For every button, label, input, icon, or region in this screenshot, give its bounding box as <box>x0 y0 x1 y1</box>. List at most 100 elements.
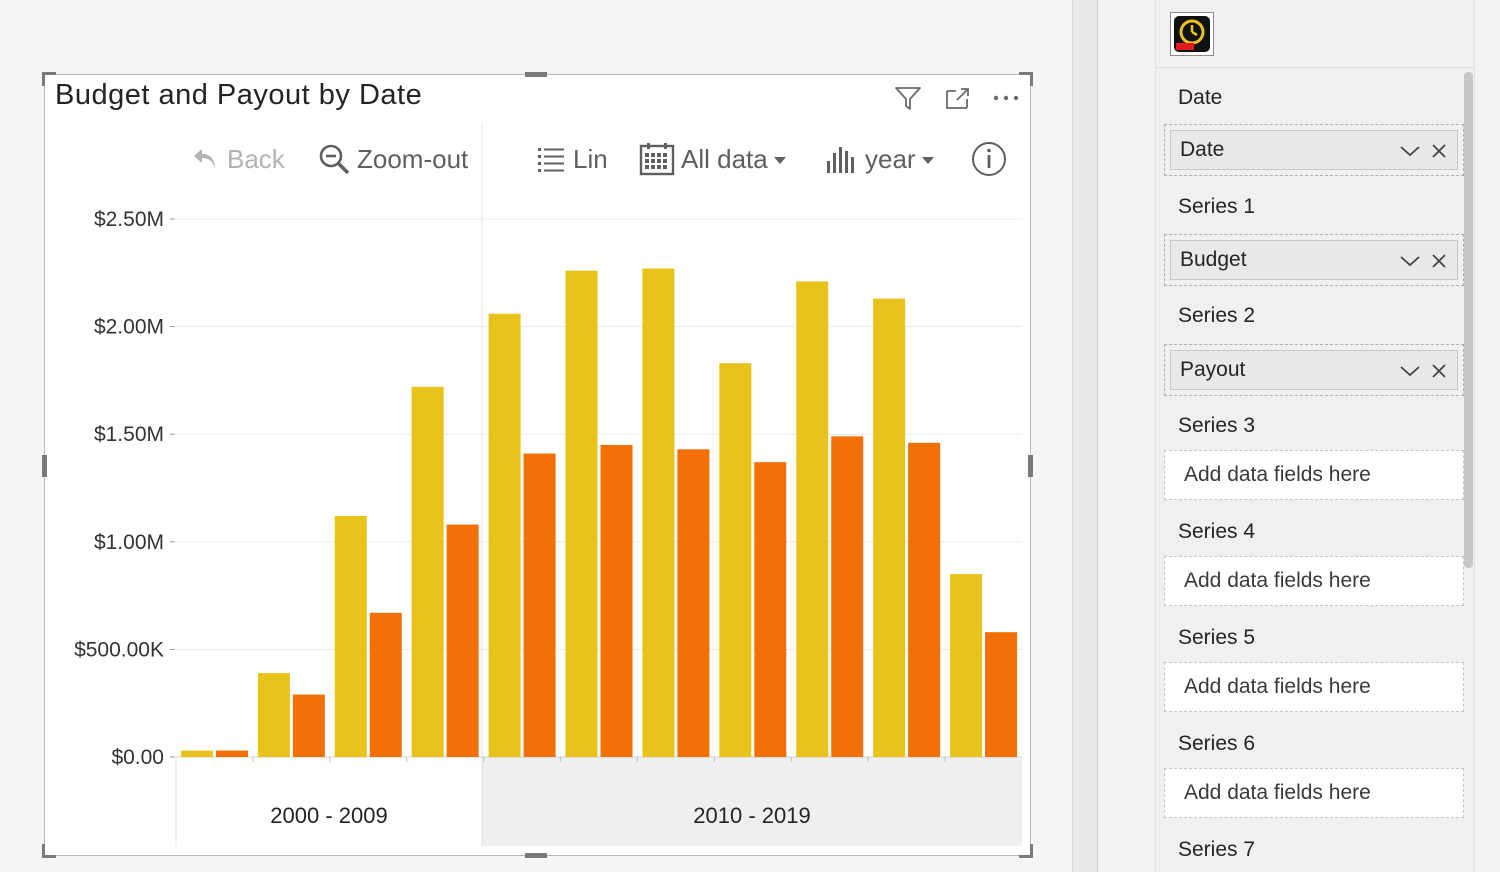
gauge-icon <box>1176 19 1205 50</box>
bar-payout <box>831 436 864 757</box>
well-label: Series 6 <box>1178 732 1256 755</box>
empty-field-well[interactable]: Add data fields here <box>1164 768 1464 818</box>
y-tick-label: $2.00M <box>94 316 164 339</box>
chevron-down-icon <box>921 156 934 164</box>
bar-budget <box>719 363 752 757</box>
bar-budget <box>950 574 983 757</box>
info-icon <box>972 142 1006 176</box>
bar-budget <box>488 313 521 757</box>
well-placeholder: Add data fields here <box>1184 781 1371 804</box>
report-canvas: Budget and Payout by Date Back Z <box>42 72 1033 858</box>
well-label: Series 5 <box>1178 626 1256 649</box>
well-placeholder: Add data fields here <box>1184 463 1371 486</box>
pane-scrollbar[interactable] <box>1464 72 1473 568</box>
bar-payout <box>523 453 556 757</box>
resize-handle-left[interactable] <box>42 455 47 477</box>
back-icon <box>194 149 215 169</box>
chevron-down-icon[interactable] <box>1399 143 1421 159</box>
chart-visual[interactable]: Budget and Payout by Date Back Z <box>42 72 1033 858</box>
zoom-out-button[interactable]: Zoom-out <box>317 141 468 177</box>
visual-type-icon[interactable] <box>1170 12 1214 56</box>
visual-title: Budget and Payout by Date <box>55 79 423 111</box>
close-icon[interactable] <box>1431 143 1447 159</box>
resize-handle-bottom-right[interactable] <box>1019 844 1033 858</box>
y-tick-label: $0.00 <box>111 746 164 769</box>
filter-icon[interactable] <box>893 83 923 113</box>
resize-handle-top[interactable] <box>525 72 547 77</box>
y-tick-label: $2.50M <box>94 208 164 231</box>
bar-budget <box>180 750 213 757</box>
well-label: Date <box>1178 86 1223 109</box>
bar-payout <box>677 449 710 757</box>
chevron-down-icon <box>773 156 786 164</box>
resize-handle-top-right[interactable] <box>1019 72 1033 86</box>
well-label: Series 2 <box>1178 304 1256 327</box>
zoom-out-label: Zoom-out <box>357 143 469 174</box>
well-label: Series 7 <box>1178 838 1256 861</box>
field-pill[interactable]: Date <box>1170 130 1458 170</box>
bar-payout <box>369 612 402 757</box>
well-placeholder: Add data fields here <box>1184 569 1371 592</box>
bar-budget <box>565 270 598 757</box>
y-tick-label: $1.50M <box>94 423 164 446</box>
more-options-icon[interactable] <box>991 83 1021 113</box>
scale-lin-button[interactable]: Lin <box>535 141 608 177</box>
all-data-dropdown[interactable]: All data <box>639 141 786 177</box>
bar-payout <box>754 462 787 757</box>
field-well[interactable]: Budget <box>1164 234 1464 286</box>
info-button[interactable] <box>971 141 1013 177</box>
chevron-down-icon[interactable] <box>1399 253 1421 269</box>
y-tick-label: $1.00M <box>94 531 164 554</box>
bar-budget <box>257 673 290 757</box>
focus-mode-icon[interactable] <box>943 83 973 113</box>
calendar-icon <box>639 143 675 176</box>
bar-chart-icon <box>827 147 854 173</box>
empty-field-well[interactable]: Add data fields here <box>1164 450 1464 500</box>
well-label: Series 4 <box>1178 520 1256 543</box>
zoom-out-icon <box>319 144 350 175</box>
visualizations-pane: Date Date Series 1 Budget Series 2 Payout Seri… <box>1098 0 1500 872</box>
year-dropdown[interactable]: year <box>825 141 934 177</box>
field-name: Date <box>1180 138 1225 161</box>
bar-payout <box>985 632 1018 757</box>
y-tick-label: $500.00K <box>74 638 164 661</box>
resize-handle-top-left[interactable] <box>42 72 56 86</box>
resize-handle-bottom-left[interactable] <box>42 844 56 858</box>
resize-handle-bottom[interactable] <box>525 853 547 858</box>
list-icon <box>538 148 564 172</box>
pane-divider[interactable] <box>1072 0 1098 872</box>
bar-budget <box>411 386 444 757</box>
back-label: Back <box>227 143 285 174</box>
field-pill[interactable]: Budget <box>1170 240 1458 280</box>
well-label: Series 1 <box>1178 195 1256 218</box>
x-group-label: 2010 - 2019 <box>693 803 810 828</box>
back-button[interactable]: Back <box>189 141 285 177</box>
chevron-down-icon[interactable] <box>1399 363 1421 379</box>
close-icon[interactable] <box>1431 363 1447 379</box>
bar-payout <box>292 694 325 757</box>
bar-payout <box>908 442 941 757</box>
bar-budget <box>796 281 829 757</box>
resize-handle-right[interactable] <box>1028 455 1033 477</box>
empty-field-well[interactable]: Add data fields here <box>1164 556 1464 606</box>
well-label: Series 3 <box>1178 414 1256 437</box>
field-well[interactable]: Payout <box>1164 344 1464 396</box>
all-data-label: All data <box>681 143 768 174</box>
field-wells-panel: Date Date Series 1 Budget Series 2 Payout Seri… <box>1155 0 1475 872</box>
empty-field-well[interactable]: Add data fields here <box>1164 662 1464 712</box>
bar-payout <box>215 750 248 757</box>
bar-budget <box>642 268 675 757</box>
bar-payout <box>600 444 633 757</box>
scale-lin-label: Lin <box>573 143 608 174</box>
bar-budget <box>873 298 906 757</box>
field-pill[interactable]: Payout <box>1170 350 1458 390</box>
visual-type-row <box>1156 0 1474 68</box>
field-name: Budget <box>1180 248 1247 271</box>
bar-payout <box>446 524 479 757</box>
x-group-label: 2000 - 2009 <box>270 803 387 828</box>
close-icon[interactable] <box>1431 253 1447 269</box>
bar-budget <box>334 515 367 757</box>
year-label: year <box>865 143 916 174</box>
field-well[interactable]: Date <box>1164 124 1464 176</box>
bar-chart[interactable]: $0.00 $500.00K $1.00M $1.50M $2.00M $2.50M 200… <box>45 75 1030 855</box>
